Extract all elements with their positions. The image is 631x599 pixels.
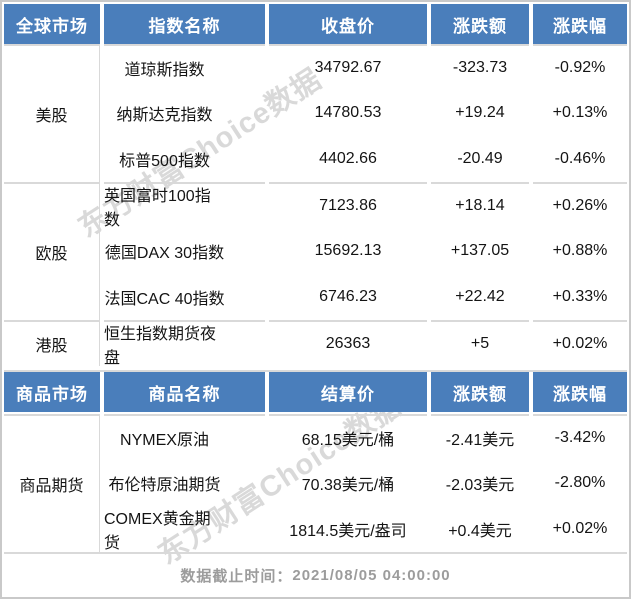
header-change-pct: 涨跌幅: [533, 372, 627, 412]
index-name-cell: 德国DAX 30指数: [104, 245, 225, 262]
index-name-cell: 道琼斯指数: [104, 44, 265, 90]
header-settle-price: 结算价: [269, 372, 427, 412]
pct-cell: +0.33%: [552, 288, 608, 305]
section-commodity-futures: 商品期货 NYMEX原油 68.15美元/桶 -2.41美元 -3.42% 布伦…: [4, 414, 627, 552]
index-name-cell: 标普500指数: [119, 153, 210, 170]
header-close-price: 收盘价: [269, 4, 427, 44]
price-cell: 15692.13: [314, 242, 382, 259]
index-name-cell: 法国CAC 40指数: [104, 291, 225, 308]
pct-cell: +0.02%: [552, 520, 608, 537]
change-cell: +0.4美元: [448, 523, 512, 540]
data-cutoff-value: 2021/08/05 04:00:00: [292, 566, 451, 584]
pct-cell: +0.88%: [552, 242, 608, 259]
section-us-stocks: 美股 道琼斯指数 34792.67 -323.73 -0.92% 纳斯达克指数 …: [4, 44, 627, 182]
section-hk-stocks: 港股 恒生指数期货夜盘 26363 +5 +0.02%: [4, 320, 627, 367]
price-cell: 1814.5美元/盎司: [289, 523, 407, 540]
price-cell: 6746.23: [319, 288, 377, 305]
market-cell: 港股: [4, 320, 100, 366]
market-cell: 欧股: [4, 182, 100, 320]
price-cell: 70.38美元/桶: [301, 477, 395, 494]
commodity-name-cell: COMEX黄金期货: [104, 511, 211, 552]
change-cell: +5: [431, 320, 529, 366]
change-cell: +19.24: [455, 104, 505, 121]
header-change-amount: 涨跌额: [431, 372, 529, 412]
index-table-header-row: 全球市场 指数名称 收盘价 涨跌额 涨跌幅: [4, 4, 627, 44]
pct-cell: -3.42%: [533, 414, 627, 460]
price-cell: 68.15美元/桶: [269, 414, 427, 460]
pct-cell: -2.80%: [554, 474, 606, 491]
change-cell: -2.41美元: [431, 414, 529, 460]
index-name-cell: 纳斯达克指数: [116, 107, 213, 124]
price-cell: 4402.66: [319, 150, 377, 167]
price-cell: 14780.53: [314, 104, 382, 121]
change-cell: -2.03美元: [445, 477, 515, 494]
data-cutoff-label: 数据截止时间：: [180, 567, 293, 585]
index-name-cell: 恒生指数期货夜盘: [104, 320, 265, 367]
header-index-name: 指数名称: [104, 4, 265, 44]
pct-cell: +0.26%: [533, 182, 627, 228]
price-cell: 34792.67: [269, 44, 427, 90]
index-name-cell: 英国富时100指数: [104, 182, 265, 229]
pct-cell: +0.02%: [533, 320, 627, 366]
header-change-pct: 涨跌幅: [533, 4, 627, 44]
market-cell: 商品期货: [4, 414, 100, 552]
section-eu-stocks: 欧股 英国富时100指数 7123.86 +18.14 +0.26% 德国DAX…: [4, 182, 627, 320]
change-cell: -323.73: [431, 44, 529, 90]
commodity-name-cell: NYMEX原油: [104, 414, 265, 460]
change-cell: -20.49: [457, 150, 503, 167]
header-global-market: 全球市场: [4, 4, 100, 44]
header-commodity-market: 商品市场: [4, 372, 100, 412]
header-change-amount: 涨跌额: [431, 4, 529, 44]
pct-cell: +0.13%: [552, 104, 608, 121]
change-cell: +22.42: [455, 288, 505, 305]
price-cell: 26363: [269, 320, 427, 366]
commodity-table-header-row: 商品市场 商品名称 结算价 涨跌额 涨跌幅: [4, 370, 627, 412]
market-cell: 美股: [4, 44, 100, 182]
data-cutoff-footer: 数据截止时间： 2021/08/05 04:00:00: [4, 552, 627, 596]
price-cell: 7123.86: [269, 182, 427, 228]
change-cell: +18.14: [431, 182, 529, 228]
change-cell: +137.05: [450, 242, 510, 259]
pct-cell: -0.46%: [554, 150, 606, 167]
header-commodity-name: 商品名称: [104, 372, 265, 412]
pct-cell: -0.92%: [533, 44, 627, 90]
commodity-name-cell: 布伦特原油期货: [108, 477, 221, 494]
